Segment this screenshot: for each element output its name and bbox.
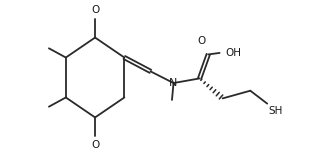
Text: OH: OH <box>225 48 241 58</box>
Text: O: O <box>91 5 99 15</box>
Text: O: O <box>91 140 99 150</box>
Text: O: O <box>197 36 206 46</box>
Text: N: N <box>169 78 178 88</box>
Text: SH: SH <box>269 106 283 116</box>
